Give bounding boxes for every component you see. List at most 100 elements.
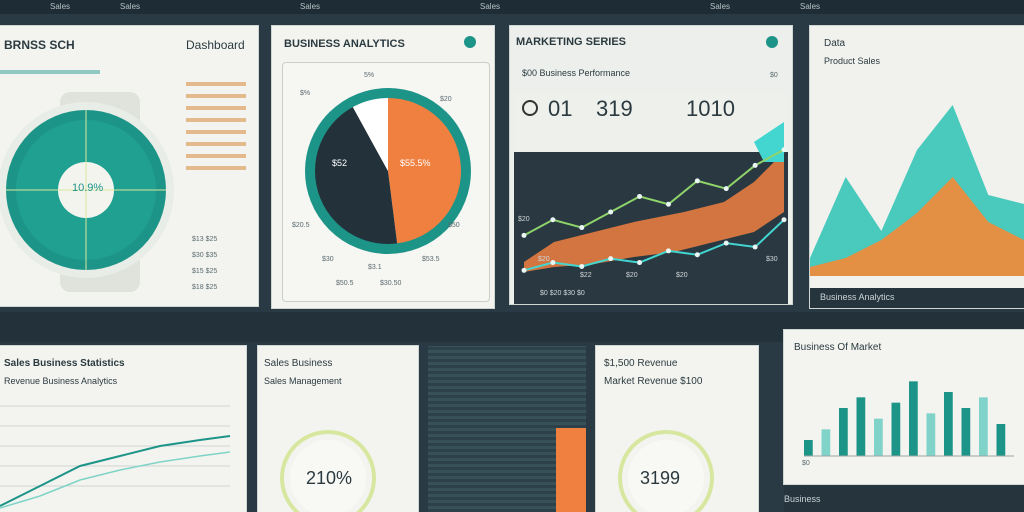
bar <box>926 413 936 456</box>
pie-slice <box>350 93 388 171</box>
gauge-inner <box>290 440 366 512</box>
kpi-strip <box>514 92 788 152</box>
gauge-value: 210% <box>306 468 353 488</box>
axis-right-label: $0 <box>770 72 778 79</box>
panel-product-sales: Data Product Sales Business Analytics <box>810 26 1024 308</box>
pie-slice <box>310 102 398 250</box>
top-nav-item[interactable]: Sales <box>50 2 71 11</box>
data-point <box>521 267 527 273</box>
teal-dot-icon <box>766 36 778 48</box>
gauge-ring <box>280 430 376 512</box>
x-tick-label: $20 <box>626 272 638 279</box>
pie-label-left: $52 <box>332 158 348 168</box>
top-nav-item[interactable]: Sales <box>120 2 141 11</box>
line-chart <box>521 122 787 273</box>
bar-chart <box>804 381 1014 457</box>
panel-subtitle: Product Sales <box>824 56 881 66</box>
trend-line-secondary <box>0 451 231 509</box>
data-point <box>550 260 556 266</box>
pie-label-right: $55.5% <box>400 158 431 168</box>
donut-chart <box>0 92 174 292</box>
footer-row: $18 $25 <box>192 284 218 291</box>
list-item <box>186 118 246 122</box>
pie-outer-ring <box>305 88 471 254</box>
panel-subtitle: Revenue Business Analytics <box>4 376 118 386</box>
bar <box>961 408 971 456</box>
top-nav-item[interactable]: Sales <box>300 2 321 11</box>
panel-title: Data <box>824 38 846 49</box>
panel-subtitle: $00 Business Performance <box>522 68 631 78</box>
kpi-circle-icon <box>522 100 538 116</box>
bar <box>891 402 901 456</box>
footer-row: $15 $25 <box>192 268 218 275</box>
gauge-chart <box>618 430 714 512</box>
top-navigation-bar: Sales Sales Sales Sales Sales Sales <box>0 0 1024 14</box>
corner-label: $20.5 <box>292 222 310 229</box>
bar <box>856 397 866 456</box>
panel-title: MARKETING SERIES <box>516 36 627 48</box>
data-point <box>637 260 643 266</box>
footer-bar <box>810 288 1024 308</box>
panel-striped-chart <box>428 346 586 512</box>
area-chart <box>810 105 1024 276</box>
panel-title: BUSINESS ANALYTICS <box>284 38 405 50</box>
legend-top: 5% <box>364 72 375 79</box>
top-nav-item[interactable]: Sales <box>710 2 731 11</box>
data-point <box>752 162 758 168</box>
kpi-value: 01 <box>548 96 573 121</box>
bar <box>996 424 1006 456</box>
area-orange-band <box>524 152 784 272</box>
gauge-chart <box>280 430 376 512</box>
x-tick-label: $20 <box>676 272 688 279</box>
bar <box>821 429 831 456</box>
bottom-left-label: $30 <box>322 256 334 263</box>
panel-donut-overview: BRNSS SCH Dashboard 10.9% $13 $25 $30 $3… <box>0 26 258 306</box>
bar <box>979 397 988 456</box>
list-item <box>186 130 246 134</box>
legend-left: $% <box>300 90 311 97</box>
data-point <box>752 244 758 250</box>
left-axis-label: $0 <box>802 460 810 467</box>
panel-market-revenue: $1,500 Revenue Market Revenue $100 3199 <box>596 346 758 512</box>
top-nav-item[interactable]: Sales <box>800 2 821 11</box>
kpi-value: 319 <box>596 96 633 121</box>
panel-business-of-market: Business Of Market $0 <box>784 330 1024 484</box>
list-item <box>186 166 246 170</box>
bar <box>804 440 813 456</box>
donut-center-value: 10.9% <box>72 182 104 194</box>
footer-bar <box>784 486 1024 512</box>
bar <box>839 408 848 456</box>
gauge-value: 3199 <box>640 468 681 488</box>
list-item <box>186 94 246 98</box>
data-point <box>665 248 671 254</box>
bar <box>944 392 953 456</box>
gauge-inner <box>628 440 704 512</box>
panel-subtitle: Market Revenue $100 <box>604 376 703 387</box>
list-item <box>186 142 246 146</box>
x-tick-label: $30 <box>766 256 778 263</box>
panel-sales-business: Sales Business Sales Management 210% <box>258 346 418 512</box>
panel-title: BRNSS SCH <box>4 38 75 52</box>
pie-chart <box>305 88 471 254</box>
bottom-mid-label: $3.1 <box>368 264 382 271</box>
data-point <box>694 252 700 258</box>
chart-footer: $0 $20 $30 $0 <box>540 290 585 297</box>
panel-title: Sales Business <box>264 358 333 369</box>
top-nav-item[interactable]: Sales <box>480 2 501 11</box>
data-point <box>637 193 643 199</box>
area-teal-tip <box>754 122 784 162</box>
data-point <box>550 217 556 223</box>
line-grid-chart <box>0 405 231 509</box>
panel-title: $1,500 Revenue <box>604 358 678 369</box>
x-tick-label: $20 <box>538 256 550 263</box>
data-point <box>579 225 585 231</box>
series-line <box>523 148 785 237</box>
data-point <box>579 263 585 269</box>
item-list <box>186 74 246 178</box>
footer-left: $50.5 <box>336 280 354 287</box>
panel-footer: Business <box>784 494 821 504</box>
bar <box>874 418 883 456</box>
footer-row: $30 $35 <box>192 252 218 259</box>
data-point <box>781 217 787 223</box>
series-line <box>523 219 785 272</box>
